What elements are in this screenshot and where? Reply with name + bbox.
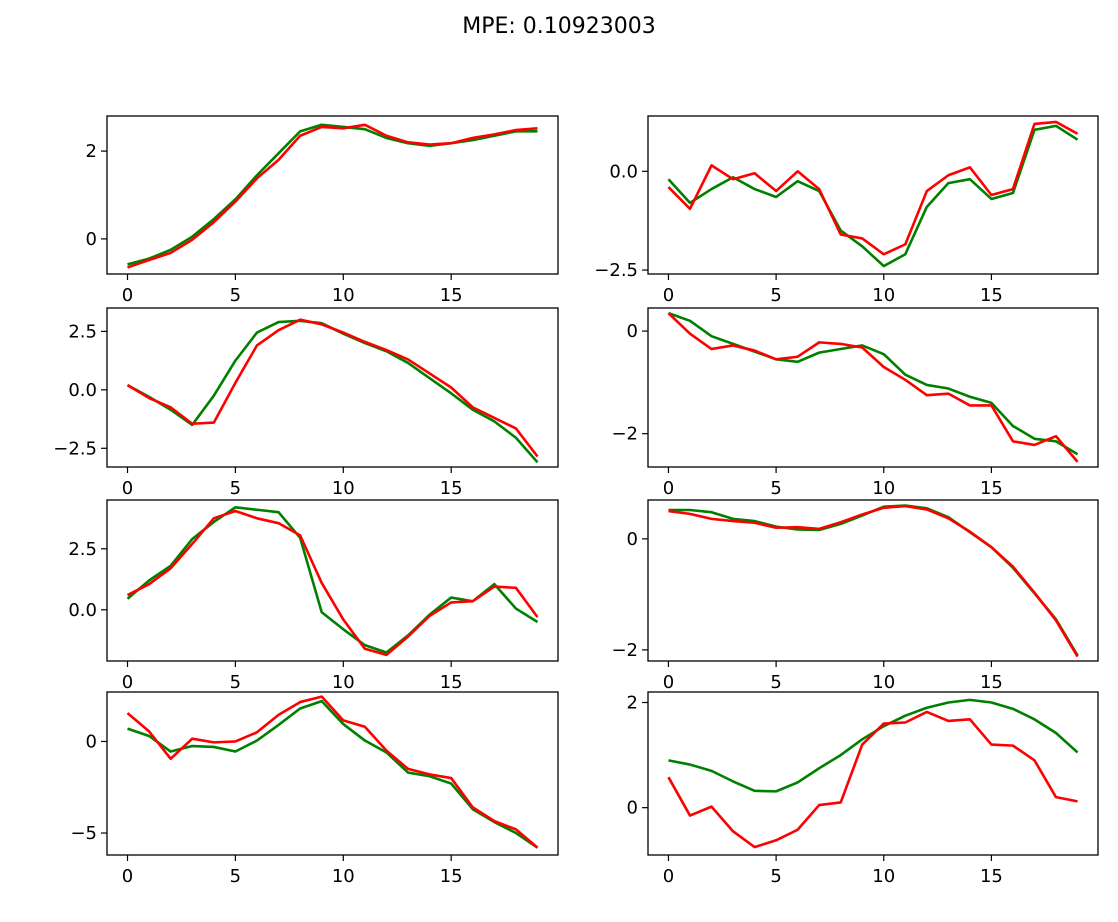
x-tick-label: 5 xyxy=(770,285,781,306)
x-tick-label: 0 xyxy=(663,672,674,693)
series-line-2 xyxy=(126,318,539,458)
series-line-1 xyxy=(126,506,539,654)
axes-frame xyxy=(106,115,559,275)
x-tick-label: 10 xyxy=(332,285,355,306)
y-tick-label: 0.0 xyxy=(609,161,638,182)
x-tick-label: 15 xyxy=(980,478,1003,499)
y-tick-label: 0 xyxy=(627,798,638,819)
x-tick-label: 5 xyxy=(770,478,781,499)
series-line-1 xyxy=(668,504,1079,657)
x-tick-label: 5 xyxy=(230,285,241,306)
y-tick-label: 0.0 xyxy=(68,380,97,401)
x-tick-label: 10 xyxy=(332,672,355,693)
axes-frame xyxy=(647,307,1099,468)
y-tick-label: 2.5 xyxy=(68,321,97,342)
series-line-1 xyxy=(668,311,1079,456)
series-line-1 xyxy=(127,123,538,266)
y-tick-label: 2.5 xyxy=(68,539,97,560)
x-tick-label: 15 xyxy=(440,672,463,693)
series-line-2 xyxy=(667,710,1078,849)
series-line-2 xyxy=(126,509,539,657)
series-line-2 xyxy=(667,312,1079,463)
x-tick-label: 5 xyxy=(230,866,241,887)
series-line-1 xyxy=(127,699,539,849)
x-tick-label: 10 xyxy=(332,478,355,499)
subplot-4: 0 5 10 15 0 −2 xyxy=(611,307,1099,499)
axes-frame xyxy=(106,499,559,662)
y-tick-label: −2.5 xyxy=(594,260,638,281)
x-tick-label: 0 xyxy=(122,672,133,693)
x-tick-label: 15 xyxy=(980,866,1003,887)
series-line-2 xyxy=(667,120,1079,256)
subplot-3: 0 5 10 15 2.5 0.0 −2.5 xyxy=(53,307,559,499)
x-tick-label: 0 xyxy=(122,285,133,306)
y-tick-label: 0 xyxy=(86,731,97,752)
y-tick-label: 2 xyxy=(627,693,638,714)
axes-frame xyxy=(647,691,1099,856)
x-tick-label: 5 xyxy=(230,478,241,499)
axes-frame xyxy=(106,691,559,856)
subplot-8: 0 5 10 15 0 2 xyxy=(627,691,1099,887)
y-tick-label: 0 xyxy=(627,529,638,550)
axes-frame xyxy=(106,307,559,468)
series-line-1 xyxy=(126,319,539,464)
x-tick-label: 0 xyxy=(122,478,133,499)
x-tick-label: 15 xyxy=(440,478,463,499)
y-tick-label: 2 xyxy=(86,141,97,162)
x-tick-label: 10 xyxy=(872,866,895,887)
y-tick-label: 0 xyxy=(627,321,638,342)
subplot-2: 0 5 10 15 0.0 −2.5 xyxy=(594,115,1099,306)
y-tick-label: 0.0 xyxy=(68,600,97,621)
subplot-6: 0 5 10 15 0 −2 xyxy=(611,499,1099,693)
x-tick-label: 5 xyxy=(770,866,781,887)
x-tick-label: 15 xyxy=(440,285,463,306)
y-tick-label: −2 xyxy=(611,424,638,445)
series-line-2 xyxy=(126,695,539,849)
y-tick-label: −2 xyxy=(611,640,638,661)
series-line-2 xyxy=(127,123,538,269)
figure-title: MPE: 0.10923003 xyxy=(462,14,656,39)
x-tick-label: 15 xyxy=(980,672,1003,693)
x-tick-label: 15 xyxy=(980,285,1003,306)
x-tick-label: 10 xyxy=(872,285,895,306)
x-tick-label: 15 xyxy=(440,866,463,887)
subplot-1: 0 5 10 15 0 2 xyxy=(86,115,559,306)
y-tick-label: −2.5 xyxy=(53,438,97,459)
x-tick-label: 10 xyxy=(872,478,895,499)
y-tick-label: −5 xyxy=(70,823,97,844)
x-tick-label: 0 xyxy=(663,478,674,499)
subplot-7: 0 5 10 15 0 −5 xyxy=(70,691,559,887)
subplot-5: 0 5 10 15 2.5 0.0 xyxy=(68,499,559,693)
x-tick-label: 10 xyxy=(332,866,355,887)
x-tick-label: 0 xyxy=(663,866,674,887)
x-tick-label: 5 xyxy=(230,672,241,693)
x-tick-label: 0 xyxy=(122,866,133,887)
x-tick-label: 10 xyxy=(872,672,895,693)
series-line-2 xyxy=(668,504,1079,658)
y-tick-label: 0 xyxy=(86,229,97,250)
series-line-1 xyxy=(668,698,1079,793)
x-tick-label: 5 xyxy=(770,672,781,693)
x-tick-label: 0 xyxy=(663,285,674,306)
axes-frame xyxy=(647,115,1099,275)
axes-frame xyxy=(647,499,1099,662)
